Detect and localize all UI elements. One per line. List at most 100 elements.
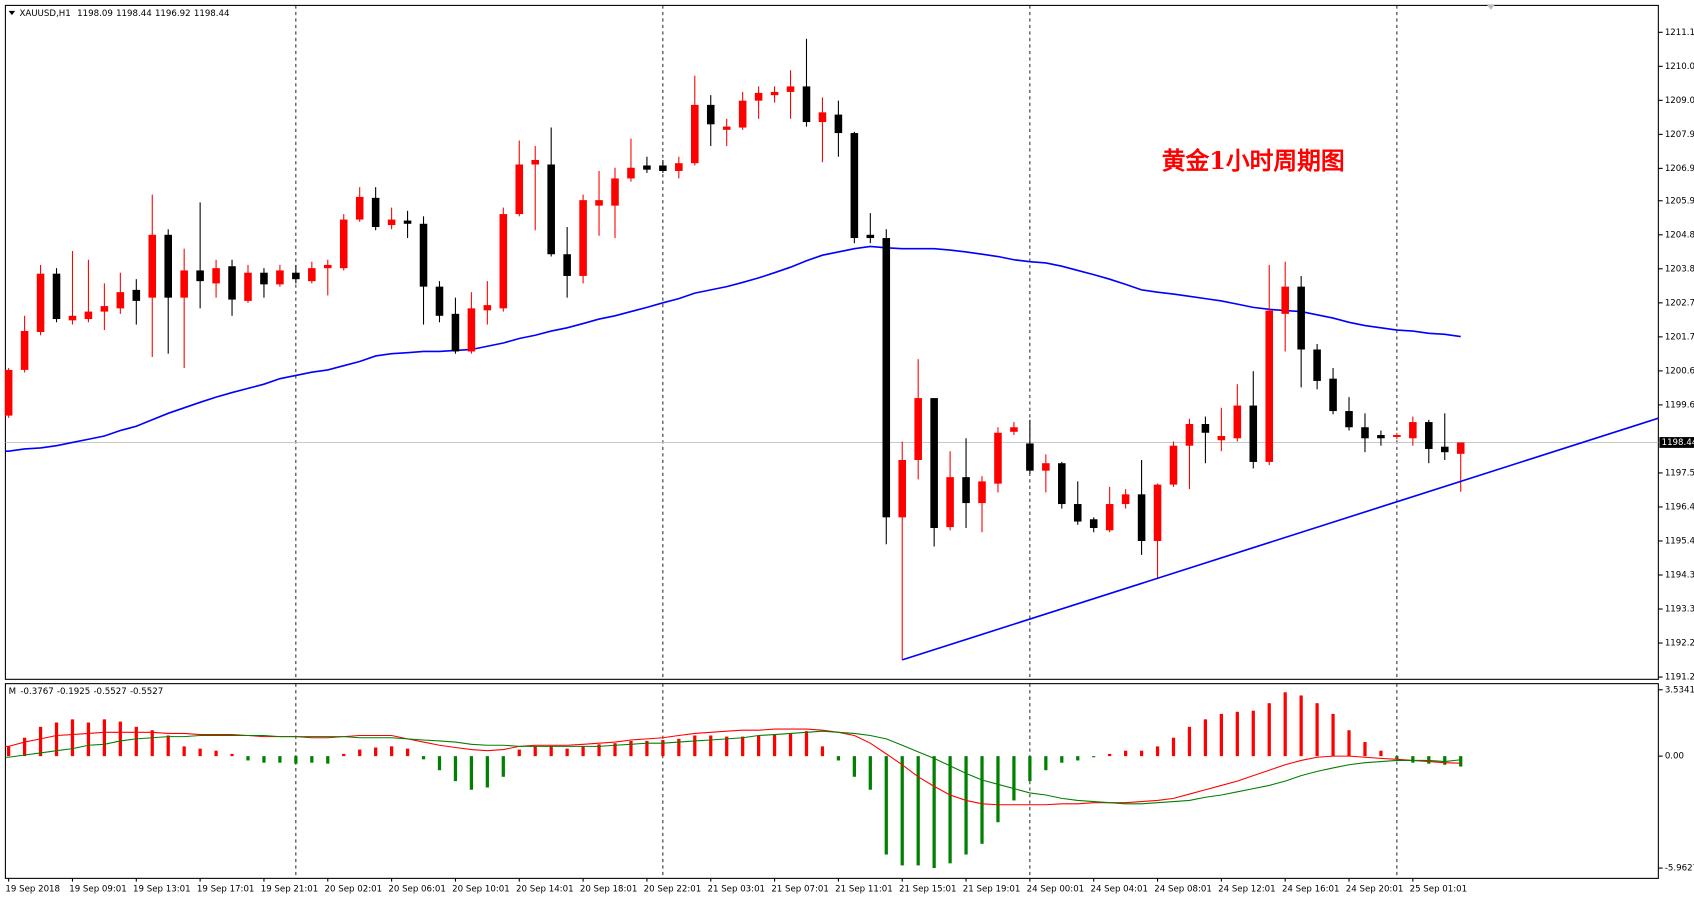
histogram-bar [54,722,59,757]
header-value: -0.5527 [130,687,163,697]
candle-body [930,398,938,529]
histogram-bar [741,736,745,757]
histogram-bar [1235,711,1239,757]
x-tick-label: 21 Sep 07:01 [771,885,829,895]
histogram-bar [1267,703,1271,757]
header-value: -0.5527 [93,687,126,697]
histogram-bar [916,756,920,866]
histogram-bar [1315,703,1319,757]
histogram-bar [852,756,856,777]
y-tick-label: 1203.80 [1665,264,1694,274]
histogram-bar [86,722,91,757]
candle-body [978,481,986,504]
histogram-bar [102,719,107,757]
candle-body [132,289,141,301]
moving-average [5,245,1461,453]
y-tick-label: 1197.50 [1665,468,1694,478]
histogram-bar [1076,756,1080,761]
histogram-bar [453,756,458,782]
candle-body [1153,484,1162,541]
y-tick-label: 1207.95 [1665,130,1694,140]
histogram-bar [1219,713,1223,757]
candle-body [100,306,109,312]
x-tick-label: 25 Sep 01:01 [1410,885,1468,895]
histogram-bar [1139,750,1144,757]
candle-body [228,266,236,300]
candle-body [1313,349,1321,381]
histogram-bar [1171,737,1176,757]
annotation: 黄金1小时周期图 [1162,147,1345,175]
histogram-bar [405,748,410,757]
histogram-bar [501,756,505,777]
histogram-bar [900,756,904,866]
candle-body [1089,519,1098,529]
y-tick-label: 1211.10 [1665,28,1694,38]
histogram-bar [437,756,442,771]
histogram-bar [788,733,793,757]
histogram-bar [1044,756,1048,771]
candle-body [706,104,715,125]
histogram-bar [932,756,936,869]
histogram-bar [1155,746,1160,757]
candle-body [1026,443,1034,471]
x-tick-label: 24 Sep 12:01 [1218,885,1276,895]
histogram-bar [1331,713,1335,757]
header-value: 1198.44 [194,8,230,18]
indicator-line [5,730,1461,805]
x-tick-label: 20 Sep 22:01 [644,885,702,895]
candle-body [1137,494,1146,541]
histogram-bar [980,756,984,844]
y-tick-label: 1206.90 [1665,164,1694,174]
histogram-bar [421,756,426,760]
candle-body [1281,286,1289,314]
histogram-bar [597,744,601,757]
y-tick-label: 1205.90 [1665,196,1694,206]
x-tick-label: 19 Sep 2018 [5,885,60,895]
candle-body [1185,424,1194,446]
y-tick-label: -5.9627 [1665,864,1694,874]
candle-body [1440,446,1449,453]
histogram-bar [725,736,729,757]
histogram-bar [1379,750,1383,757]
x-tick-label: 19 Sep 09:01 [69,885,127,895]
candle-body [611,178,619,206]
candle-body [643,165,651,170]
x-tick-label: 20 Sep 14:01 [516,885,574,895]
histogram-bar [230,753,234,757]
candle-body [898,459,907,518]
histogram-bar [262,756,266,763]
histogram-bar [884,756,888,855]
x-tick-label: 24 Sep 04:01 [1090,885,1148,895]
candle-body [531,159,540,165]
histogram-bar [70,719,75,757]
histogram-bar [1187,726,1192,757]
candle-body [1393,435,1401,437]
histogram-bar [836,756,841,761]
y-tick-label: 1196.45 [1665,502,1694,512]
y-tick-label: 1202.75 [1665,298,1694,308]
histogram-bar [804,731,809,757]
histogram-bar [214,750,218,757]
histogram-bar [565,748,569,757]
candle-body [499,214,508,309]
histogram-bar [868,756,872,790]
candle-body [403,220,412,224]
histogram-bar [150,730,154,757]
histogram-bar [1459,756,1463,767]
histogram-bar [693,735,697,757]
candle-body [882,238,891,518]
candle-body [164,234,172,298]
scroll-marker [1486,4,1496,10]
candle-body [323,264,332,269]
candle-body [196,270,204,282]
header-value: -0.1925 [57,687,90,697]
candle-body [1073,504,1082,522]
candle-body [1169,445,1178,485]
histogram-bar [1347,730,1351,757]
histogram-bar [374,747,378,757]
x-tick-label: 20 Sep 02:01 [325,885,383,895]
histogram-bar [22,737,27,757]
chart-header: XAUUSD,H1 1198.09 1198.44 1196.92 1198.44 [19,8,229,18]
